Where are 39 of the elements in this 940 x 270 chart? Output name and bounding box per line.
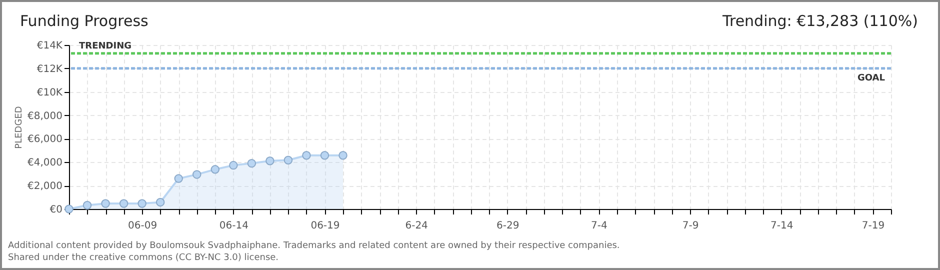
point	[302, 150, 311, 160]
y-tick-label: €4,000	[28, 158, 62, 169]
x-tick-label: 06-09	[128, 220, 158, 232]
x-tick-label: 7-9	[682, 220, 699, 232]
point	[156, 198, 165, 207]
point	[210, 165, 220, 174]
y-tick-label: €2,000	[28, 181, 62, 192]
point	[174, 174, 183, 183]
ref-line-label: TRENDING	[79, 41, 132, 52]
y-axis-title: PLEDGED	[14, 106, 25, 149]
text: Shared under the creative commons (CC BY-NC 3.0) license.	[8, 252, 280, 264]
point	[101, 199, 110, 208]
point	[229, 160, 238, 170]
point	[320, 150, 330, 160]
x-tick-label: 7-14	[770, 220, 794, 232]
y-tick-label: €0	[50, 204, 62, 216]
point	[266, 156, 274, 166]
y-tick-label: €6,000	[28, 134, 62, 146]
point	[284, 156, 293, 165]
x-tick-label: 06-19	[310, 220, 340, 232]
x-tick-label: 7-19	[862, 220, 885, 232]
x-tick-label: 6-29	[496, 220, 520, 232]
text: Additional content provided by Boulomsouk Svadphaiphane. Trademarks and related content are owned by their respective companies.	[8, 240, 620, 252]
point	[247, 158, 256, 168]
y-tick-label: €14K	[36, 40, 63, 52]
y-tick-label: €10K	[36, 87, 63, 98]
point	[338, 150, 348, 160]
x-tick-label: 06-14	[219, 220, 248, 232]
ref-line-label: GOAL	[858, 73, 886, 84]
y-tick-label: €12K	[36, 64, 63, 75]
point	[82, 200, 92, 210]
x-tick-label: 6-24	[405, 220, 428, 232]
point	[119, 199, 128, 208]
point	[192, 170, 202, 179]
x-tick-label: 7-4	[591, 220, 608, 232]
y-tick-label: €8,000	[28, 110, 62, 122]
text: Trending: €13,283 (110%)	[722, 12, 918, 32]
point	[138, 199, 146, 208]
chart-title: Funding Progress	[20, 12, 148, 32]
